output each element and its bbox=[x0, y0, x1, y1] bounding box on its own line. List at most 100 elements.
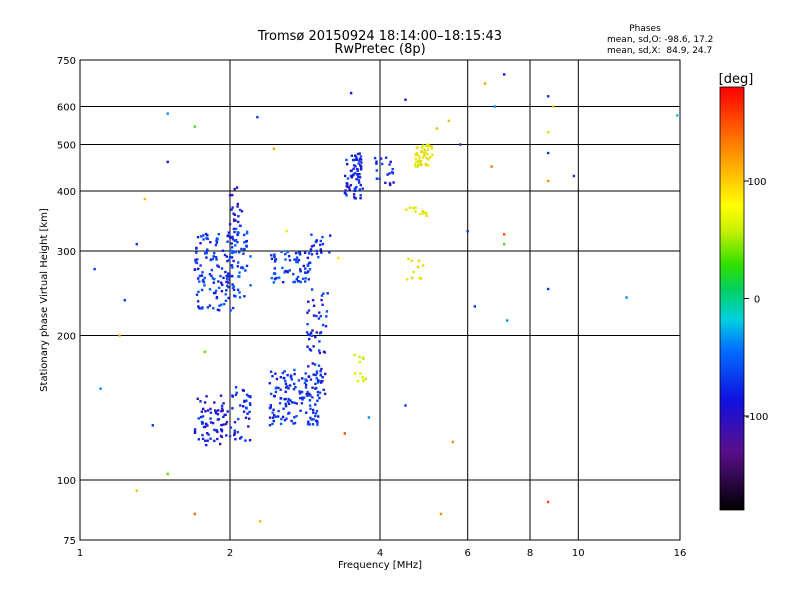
y-tick-label: 75 bbox=[63, 536, 76, 547]
data-point bbox=[315, 331, 318, 334]
data-point bbox=[118, 334, 121, 337]
data-point bbox=[220, 428, 223, 431]
data-point bbox=[273, 267, 276, 270]
data-point bbox=[364, 377, 368, 380]
data-point bbox=[353, 187, 356, 191]
data-point bbox=[209, 241, 212, 244]
data-point bbox=[312, 314, 316, 317]
data-point bbox=[194, 260, 197, 264]
data-point bbox=[246, 412, 249, 415]
data-point bbox=[348, 188, 351, 191]
data-point bbox=[425, 214, 428, 217]
data-point bbox=[318, 340, 321, 343]
data-point bbox=[303, 251, 307, 254]
data-point bbox=[422, 212, 425, 215]
data-point bbox=[232, 285, 235, 288]
data-point bbox=[272, 147, 276, 150]
data-point bbox=[233, 239, 237, 242]
data-point bbox=[229, 426, 233, 429]
data-point bbox=[221, 283, 224, 286]
x-tick-label: 4 bbox=[377, 548, 383, 559]
data-point bbox=[285, 229, 288, 233]
data-point bbox=[233, 187, 236, 191]
data-point bbox=[236, 265, 239, 268]
data-point bbox=[226, 410, 229, 413]
data-point bbox=[392, 181, 395, 184]
data-point bbox=[287, 402, 291, 405]
data-point bbox=[231, 306, 235, 310]
data-point bbox=[215, 258, 218, 261]
data-point bbox=[237, 275, 240, 278]
data-point bbox=[358, 355, 361, 359]
data-point bbox=[314, 403, 317, 406]
data-point bbox=[345, 194, 348, 197]
data-point bbox=[203, 276, 206, 280]
data-point bbox=[135, 243, 138, 246]
data-point bbox=[359, 155, 363, 158]
data-point bbox=[238, 296, 242, 299]
data-point bbox=[198, 274, 201, 278]
data-point bbox=[212, 255, 215, 258]
data-point bbox=[417, 259, 421, 263]
data-point bbox=[375, 169, 378, 172]
data-point bbox=[358, 360, 361, 364]
data-point bbox=[217, 265, 220, 268]
x-tick-label: 6 bbox=[465, 548, 471, 559]
data-point bbox=[351, 174, 354, 178]
data-point bbox=[209, 417, 212, 420]
data-point bbox=[215, 239, 218, 242]
data-point bbox=[389, 160, 392, 164]
data-point bbox=[315, 409, 319, 413]
data-point bbox=[306, 394, 309, 397]
data-point bbox=[357, 162, 360, 165]
data-point bbox=[547, 179, 550, 183]
data-point bbox=[205, 443, 208, 447]
data-point bbox=[320, 367, 323, 371]
data-point bbox=[426, 143, 429, 147]
data-point bbox=[205, 422, 208, 425]
data-point bbox=[308, 394, 311, 397]
data-point bbox=[222, 276, 225, 280]
data-point bbox=[547, 500, 550, 504]
data-point bbox=[209, 437, 212, 440]
data-point bbox=[283, 370, 286, 373]
data-point bbox=[299, 270, 302, 273]
data-point bbox=[214, 243, 218, 247]
data-point bbox=[430, 147, 433, 150]
data-point bbox=[135, 489, 138, 492]
data-point bbox=[222, 415, 225, 419]
data-point bbox=[166, 472, 169, 476]
data-point bbox=[197, 290, 200, 293]
data-point bbox=[427, 145, 430, 148]
data-point bbox=[358, 173, 361, 176]
data-point bbox=[288, 259, 292, 262]
data-point bbox=[216, 430, 219, 434]
data-point bbox=[391, 167, 394, 171]
data-point bbox=[204, 439, 207, 442]
data-point bbox=[299, 280, 302, 284]
data-point bbox=[284, 405, 288, 408]
data-point bbox=[503, 243, 506, 246]
data-point bbox=[275, 377, 279, 381]
data-point bbox=[242, 252, 245, 255]
data-point bbox=[230, 256, 234, 259]
data-point bbox=[311, 362, 314, 365]
data-point bbox=[306, 256, 309, 260]
data-point bbox=[419, 163, 422, 166]
data-point bbox=[314, 412, 318, 415]
data-point bbox=[324, 325, 328, 328]
data-point bbox=[231, 251, 234, 255]
data-point bbox=[301, 377, 304, 380]
data-point bbox=[305, 331, 309, 334]
data-point bbox=[226, 284, 229, 287]
y-tick-label: 100 bbox=[57, 476, 76, 487]
data-point bbox=[320, 294, 324, 297]
data-point bbox=[427, 158, 430, 161]
data-point bbox=[244, 439, 247, 442]
data-point bbox=[315, 371, 319, 375]
data-point bbox=[347, 185, 351, 189]
data-point bbox=[247, 425, 250, 428]
data-point bbox=[308, 392, 311, 396]
data-point bbox=[234, 393, 238, 397]
data-point bbox=[322, 350, 326, 353]
